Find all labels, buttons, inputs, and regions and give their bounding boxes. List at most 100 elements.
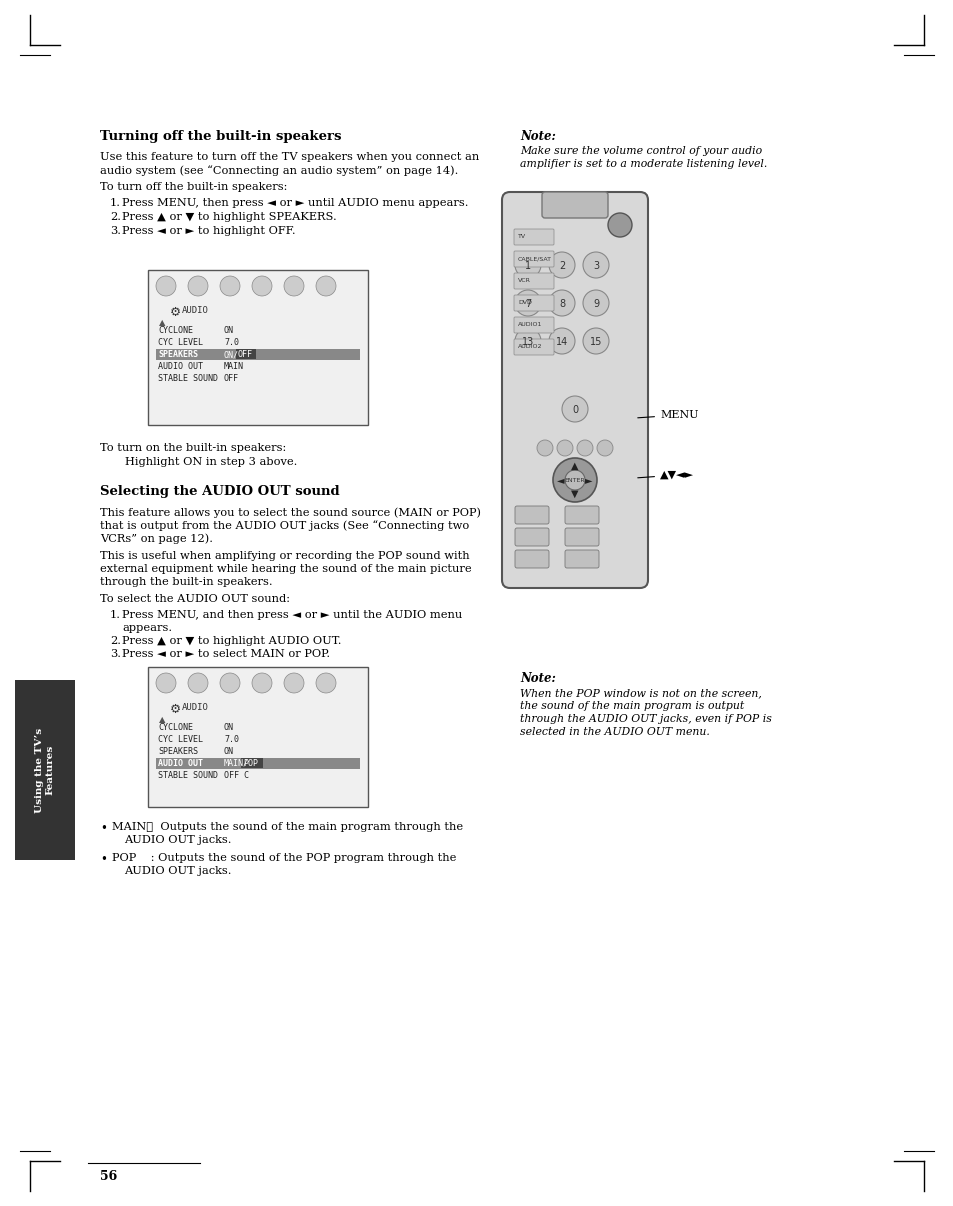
Circle shape [557, 440, 573, 456]
Circle shape [515, 289, 540, 316]
Text: 13: 13 [521, 336, 534, 347]
Text: 7.0: 7.0 [224, 338, 239, 347]
Circle shape [315, 276, 335, 295]
Text: MAIN/: MAIN/ [224, 759, 249, 768]
Circle shape [284, 276, 304, 295]
FancyBboxPatch shape [515, 550, 548, 568]
Text: ▼: ▼ [571, 488, 578, 499]
Text: 3.: 3. [110, 226, 121, 236]
Circle shape [315, 673, 335, 693]
Text: Press MENU, and then press ◄ or ► until the AUDIO menu: Press MENU, and then press ◄ or ► until … [122, 610, 462, 620]
Text: ON/: ON/ [224, 350, 239, 359]
Text: 15: 15 [589, 336, 601, 347]
Text: through the AUDIO OUT jacks, even if POP is: through the AUDIO OUT jacks, even if POP… [519, 714, 771, 724]
Bar [235, 349, 255, 359]
Text: Press ▲ or ▼ to highlight AUDIO OUT.: Press ▲ or ▼ to highlight AUDIO OUT. [122, 636, 341, 646]
FancyBboxPatch shape [515, 528, 548, 546]
Circle shape [515, 252, 540, 279]
Text: ▲: ▲ [571, 461, 578, 472]
Text: AUDIO: AUDIO [182, 703, 209, 712]
Text: Using the TV’s
Features: Using the TV’s Features [35, 727, 54, 813]
Text: SPEAKERS: SPEAKERS [158, 350, 198, 359]
Text: CYCLONE: CYCLONE [158, 724, 193, 732]
Text: ENTER: ENTER [564, 479, 585, 484]
Text: Make sure the volume control of your audio: Make sure the volume control of your aud… [519, 146, 761, 156]
Text: ▲: ▲ [159, 318, 165, 327]
FancyBboxPatch shape [514, 251, 554, 267]
Text: 1.: 1. [110, 610, 121, 620]
Text: 0: 0 [572, 405, 578, 415]
Circle shape [284, 673, 304, 693]
Text: DVD: DVD [517, 300, 532, 305]
Text: OFF C: OFF C [224, 771, 249, 780]
Text: Press ◄ or ► to highlight OFF.: Press ◄ or ► to highlight OFF. [122, 226, 295, 236]
FancyBboxPatch shape [148, 667, 368, 807]
Text: Press ▲ or ▼ to highlight SPEAKERS.: Press ▲ or ▼ to highlight SPEAKERS. [122, 212, 336, 222]
Circle shape [607, 213, 631, 238]
Text: AUDIO OUT: AUDIO OUT [158, 759, 203, 768]
Text: MAIN：  Outputs the sound of the main program through the: MAIN： Outputs the sound of the main prog… [112, 822, 462, 832]
Text: ON: ON [224, 747, 233, 756]
Text: STABLE SOUND: STABLE SOUND [158, 374, 218, 384]
Text: OFF: OFF [224, 374, 239, 384]
FancyBboxPatch shape [564, 550, 598, 568]
Circle shape [577, 440, 593, 456]
Circle shape [515, 328, 540, 355]
Text: Selecting the AUDIO OUT sound: Selecting the AUDIO OUT sound [100, 485, 339, 498]
Circle shape [156, 276, 175, 295]
Text: POP: POP [243, 759, 257, 768]
Circle shape [597, 440, 613, 456]
Text: that is output from the AUDIO OUT jacks (See “Connecting two: that is output from the AUDIO OUT jacks … [100, 520, 469, 531]
Text: 2: 2 [558, 260, 564, 271]
FancyBboxPatch shape [514, 229, 554, 245]
FancyBboxPatch shape [564, 528, 598, 546]
Text: CYC LEVEL: CYC LEVEL [158, 338, 203, 347]
Circle shape [582, 289, 608, 316]
Text: 14: 14 [556, 336, 568, 347]
Text: ▲: ▲ [159, 715, 165, 724]
Text: AUDIO1: AUDIO1 [517, 322, 542, 328]
Text: AUDIO OUT jacks.: AUDIO OUT jacks. [124, 835, 232, 845]
Text: This feature allows you to select the sound source (MAIN or POP): This feature allows you to select the so… [100, 507, 480, 517]
FancyBboxPatch shape [501, 192, 647, 589]
Text: To select the AUDIO OUT sound:: To select the AUDIO OUT sound: [100, 595, 290, 604]
FancyBboxPatch shape [514, 273, 554, 289]
Circle shape [548, 252, 575, 279]
Text: Note:: Note: [519, 672, 556, 685]
FancyBboxPatch shape [148, 270, 368, 425]
Text: 2.: 2. [110, 212, 121, 222]
Text: SPEAKERS: SPEAKERS [158, 747, 198, 756]
Text: external equipment while hearing the sound of the main picture: external equipment while hearing the sou… [100, 564, 471, 574]
Text: When the POP window is not on the screen,: When the POP window is not on the screen… [519, 687, 761, 698]
Text: ON: ON [224, 326, 233, 335]
Text: 7.0: 7.0 [224, 734, 239, 744]
Text: ⚙: ⚙ [170, 703, 181, 716]
Text: ⚙: ⚙ [170, 306, 181, 320]
Text: 3.: 3. [110, 649, 121, 658]
Circle shape [220, 673, 240, 693]
Text: AUDIO OUT: AUDIO OUT [158, 362, 203, 371]
Circle shape [156, 673, 175, 693]
Circle shape [564, 470, 584, 490]
Text: CYCLONE: CYCLONE [158, 326, 193, 335]
Circle shape [548, 289, 575, 316]
Text: 3: 3 [593, 260, 598, 271]
Text: TV: TV [517, 234, 525, 240]
Text: To turn off the built-in speakers:: To turn off the built-in speakers: [100, 182, 287, 192]
Text: 56: 56 [100, 1170, 117, 1183]
Text: CABLE/SAT: CABLE/SAT [517, 257, 552, 262]
Text: 8: 8 [558, 299, 564, 309]
Text: amplifier is set to a moderate listening level.: amplifier is set to a moderate listening… [519, 159, 766, 169]
Circle shape [220, 276, 240, 295]
Text: ◄: ◄ [557, 475, 564, 485]
Text: STABLE SOUND: STABLE SOUND [158, 771, 218, 780]
Text: 7: 7 [524, 299, 531, 309]
Text: MENU: MENU [638, 410, 698, 420]
Text: through the built-in speakers.: through the built-in speakers. [100, 576, 273, 587]
Text: ▲▼◄►: ▲▼◄► [638, 470, 693, 480]
Text: selected in the AUDIO OUT menu.: selected in the AUDIO OUT menu. [519, 727, 709, 737]
Bar [156, 349, 359, 361]
Text: 9: 9 [593, 299, 598, 309]
Circle shape [188, 673, 208, 693]
Text: Highlight ON in step 3 above.: Highlight ON in step 3 above. [125, 457, 297, 467]
